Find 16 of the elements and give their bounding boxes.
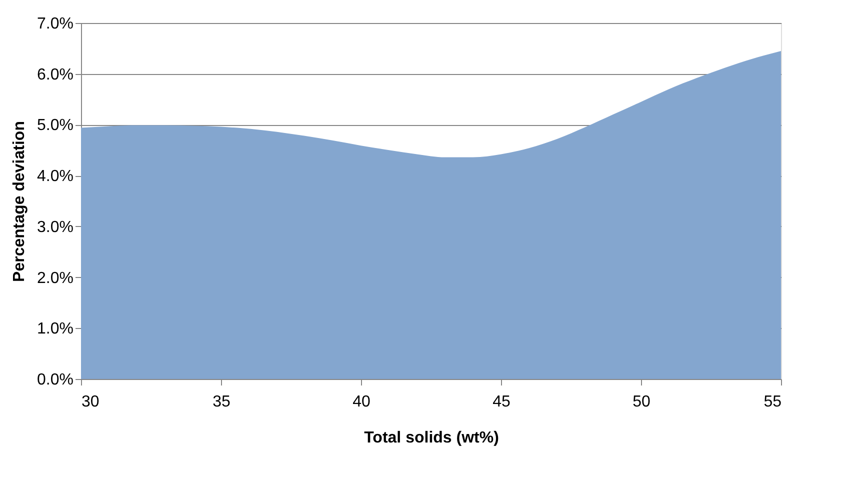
y-tick-label: 6.0%	[37, 66, 74, 84]
y-tick-label: 4.0%	[37, 168, 74, 186]
x-tick-label: 45	[492, 394, 510, 410]
y-tick-label: 1.0%	[37, 320, 74, 338]
y-axis-title: Percentage deviation	[11, 121, 28, 282]
x-tick-label: 50	[632, 394, 650, 410]
y-tick-label: 7.0%	[37, 16, 74, 32]
x-axis-title: Total solids (wt%)	[364, 430, 499, 446]
y-tick-label: 2.0%	[37, 270, 74, 287]
y-tick-label: 5.0%	[37, 117, 74, 134]
y-tick-label: 0.0%	[37, 372, 74, 388]
y-tick-label: 3.0%	[37, 218, 74, 236]
x-tick-label: 40	[352, 394, 370, 410]
x-tick-label: 35	[212, 394, 230, 410]
x-tick-label: 55	[764, 394, 782, 410]
x-tick-label: 30	[82, 394, 100, 410]
